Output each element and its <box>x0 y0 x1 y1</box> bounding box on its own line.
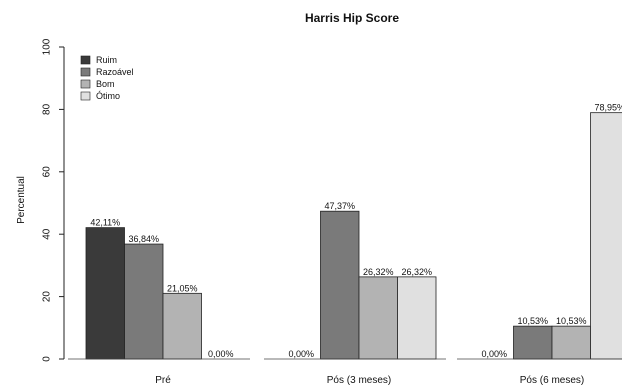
y-tick-label: 0 <box>42 356 53 362</box>
legend-swatch <box>80 91 91 101</box>
bar-value-label: 0,00% <box>288 349 314 359</box>
bar <box>590 112 622 360</box>
legend-swatch <box>80 55 91 65</box>
bar-value-label: 42,11% <box>90 218 120 228</box>
legend-label: Ótimo <box>96 91 120 101</box>
category-label: Pós (3 meses) <box>327 375 391 386</box>
bar-value-label: 26,32% <box>401 267 432 277</box>
bar <box>358 276 398 360</box>
legend: Ruim Razoável Bom Ótimo <box>80 55 134 101</box>
bar-group: 0,00% 47,37% 26,32% 26,32% <box>288 201 437 360</box>
legend-label: Razoável <box>96 67 134 77</box>
bar-value-label: 10,53% <box>556 316 587 326</box>
bar-value-label: 10,53% <box>517 316 548 326</box>
bar <box>551 325 591 360</box>
y-axis: 0 20 40 60 80 100 <box>42 38 65 362</box>
legend-label: Ruim <box>96 55 117 65</box>
bar-value-label: 36,84% <box>128 234 159 244</box>
bar-value-label: 78,95% <box>594 103 622 113</box>
bar <box>124 243 164 360</box>
category-labels: Pré Pós (3 meses) Pós (6 meses) <box>155 375 584 386</box>
bar-group: 42,11% 36,84% 21,05% 0,00% <box>85 218 234 360</box>
bar-group: 0,00% 10,53% 10,53% 78,95% <box>481 103 622 360</box>
bar-groups: 42,11% 36,84% 21,05% 0,00% 0,00% 47,37% 26,32%… <box>68 103 622 360</box>
bar-value-label: 0,00% <box>481 349 507 359</box>
bar-value-label: 0,00% <box>208 349 234 359</box>
legend-swatch <box>80 79 91 89</box>
y-tick-label: 60 <box>42 166 53 178</box>
bar-value-label: 26,32% <box>363 267 394 277</box>
bar <box>320 210 360 360</box>
bar-value-label: 47,37% <box>324 201 355 211</box>
bar <box>513 325 553 360</box>
legend-swatch <box>80 67 91 77</box>
y-axis-label: Percentual <box>16 176 27 224</box>
y-tick-label: 20 <box>42 291 53 303</box>
y-tick-label: 40 <box>42 228 53 240</box>
chart-title: Harris Hip Score <box>305 11 399 25</box>
y-tick-label: 80 <box>42 103 53 115</box>
bar <box>85 227 125 360</box>
bar <box>162 292 202 360</box>
legend-label: Bom <box>96 79 115 89</box>
bar <box>397 276 437 360</box>
y-tick-label: 100 <box>42 38 53 55</box>
bar-value-label: 21,05% <box>167 283 198 293</box>
category-label: Pré <box>155 375 171 386</box>
category-label: Pós (6 meses) <box>520 375 584 386</box>
